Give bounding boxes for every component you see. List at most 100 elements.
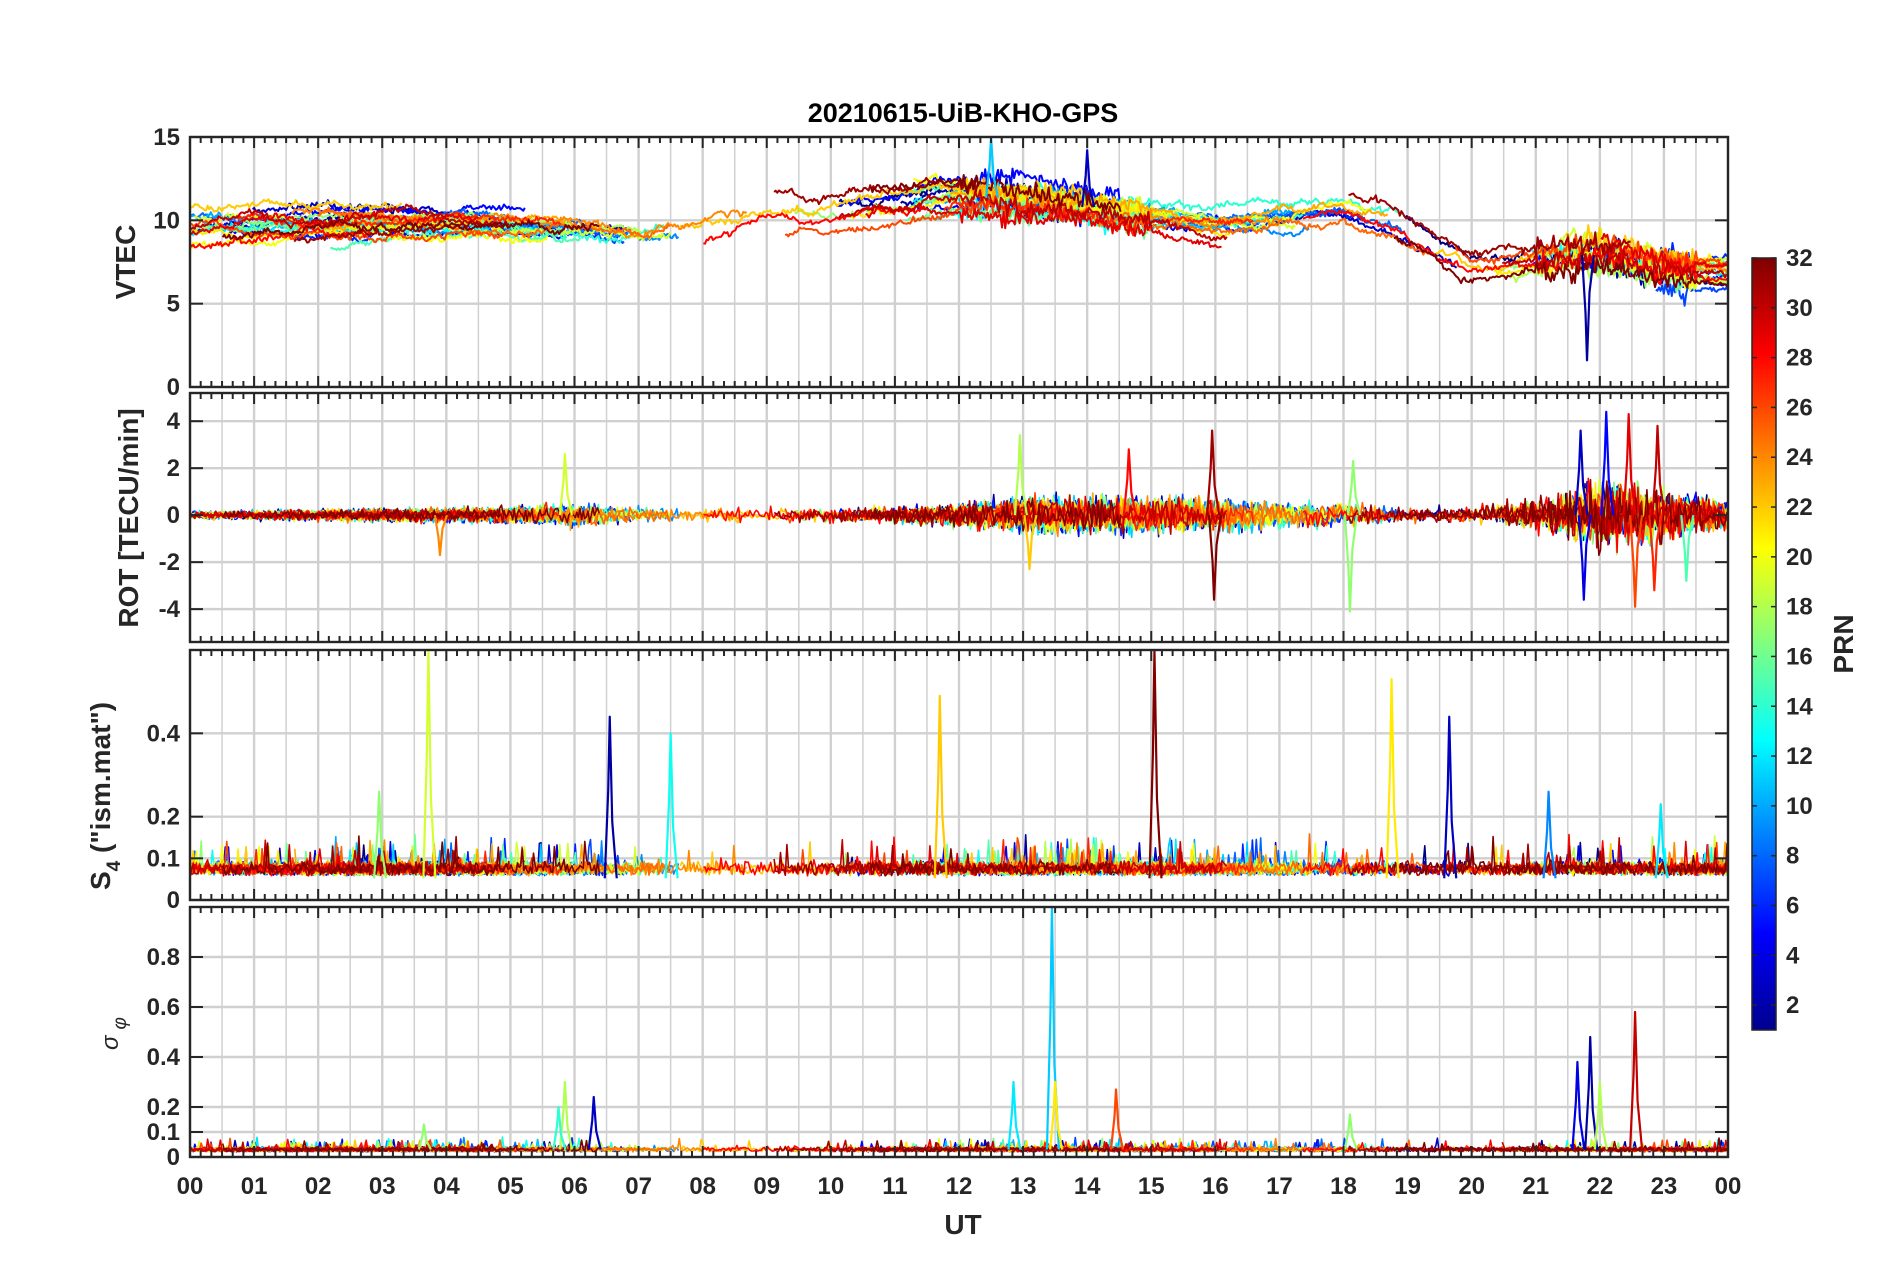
prn-22-trace	[189, 198, 403, 213]
x-tick-label: 22	[1586, 1173, 1613, 1200]
x-tick-label: 05	[497, 1173, 524, 1200]
prn-29-trace	[1600, 233, 1728, 273]
spike-prn-27	[1648, 514, 1663, 592]
prn-29-trace	[865, 204, 1222, 249]
prn-28-trace	[703, 505, 927, 525]
x-axis-label: UT	[944, 1209, 981, 1240]
x-tick-label: 01	[241, 1173, 268, 1200]
y-tick-label: 0.4	[147, 1044, 181, 1071]
colorbar-tick-label: 16	[1786, 643, 1813, 670]
spike-prn-17	[372, 790, 388, 879]
spike-prn-12	[1007, 1080, 1022, 1150]
colorbar-tick-label: 6	[1786, 892, 1799, 919]
y-tick-label: 0	[167, 374, 180, 401]
x-tick-label: 00	[177, 1173, 204, 1200]
prn-15-trace	[330, 229, 582, 251]
spike-prn-31	[1206, 429, 1221, 516]
y-tick-label: 0.4	[147, 720, 181, 747]
y-tick-label: 15	[153, 124, 180, 151]
spike-prn-4	[1577, 514, 1592, 601]
spike-prn-3	[587, 1095, 602, 1150]
x-tick-label: 10	[817, 1173, 844, 1200]
y-tick-label: 0.1	[147, 1119, 180, 1146]
prn-32-trace	[221, 504, 600, 524]
prn-31-trace	[773, 499, 979, 527]
spike-prn-3	[1081, 149, 1096, 208]
x-tick-label: 09	[753, 1173, 780, 1200]
spike-prn-9	[1542, 790, 1557, 879]
colorbar-tick-label: 22	[1786, 494, 1813, 521]
x-tick-label: 04	[433, 1173, 460, 1200]
x-tick-label: 15	[1138, 1173, 1165, 1200]
spike-prn-18	[558, 1080, 573, 1150]
prn-30-trace	[838, 838, 1228, 876]
colorbar-tick-label: 12	[1786, 743, 1813, 770]
prn-7-trace	[1655, 277, 1729, 307]
spike-prn-13	[664, 732, 679, 879]
x-tick-label: 23	[1651, 1173, 1678, 1200]
prn-32-trace	[1393, 235, 1728, 289]
colorbar-tick-label: 2	[1786, 992, 1799, 1019]
prn-31-trace	[293, 220, 510, 244]
colorbar-tick-label: 28	[1786, 345, 1813, 372]
x-tick-label: 18	[1330, 1173, 1357, 1200]
prn-32-trace	[1393, 480, 1728, 557]
sigma-y-ticks: 00.10.2 0.4 0.6 0.8	[147, 944, 181, 1171]
prn-32-trace	[221, 219, 600, 241]
x-tick-label: 13	[1010, 1173, 1037, 1200]
prn-32-trace	[1393, 1137, 1728, 1153]
vtec-y-label: VTEC	[110, 225, 141, 300]
colorbar-tick-label: 18	[1786, 594, 1813, 621]
s4-y-label: S4 ("ism.mat")	[85, 702, 125, 890]
spike-prn-19	[558, 452, 573, 516]
colorbar-gradient	[1751, 257, 1777, 1031]
colorbar-tick-label: 30	[1786, 295, 1813, 322]
x-tick-label: 06	[561, 1173, 588, 1200]
vtec-y-ticks: 0 5 10 15	[153, 124, 180, 401]
sigma-series	[189, 905, 1729, 1153]
colorbar-label: PRN	[1828, 614, 1859, 673]
colorbar-tick-label: 26	[1786, 394, 1813, 421]
y-tick-label: -2	[159, 549, 180, 576]
x-tick-label: 02	[305, 1173, 332, 1200]
x-tick-label: 20	[1458, 1173, 1485, 1200]
spike-prn-22	[1023, 514, 1038, 571]
colorbar-tick-label: 20	[1786, 544, 1813, 571]
spike-prn-30	[1628, 1010, 1644, 1150]
y-tick-label: 0	[167, 887, 180, 914]
x-tick-label: 16	[1202, 1173, 1229, 1200]
x-tick-label: 11	[882, 1173, 907, 1200]
spike-prn-2	[1584, 1035, 1599, 1150]
x-tick-labels: 00 01 02 03 04 05 06 07 08 09 10 11 12 13 14 15 16 17 18 19…	[177, 1173, 1742, 1200]
x-tick-label: 14	[1074, 1173, 1101, 1200]
spike-prn-3	[1443, 715, 1458, 879]
spike-prn-29	[1622, 413, 1637, 516]
prn-30-trace	[1502, 249, 1728, 281]
spike-prn-2	[1580, 254, 1596, 362]
prn-30-trace	[838, 189, 1228, 242]
panel-vtec: 0 5 10 15 VTEC	[110, 124, 1730, 401]
panel-s4: 0 0.1 0.2 0.4 S4 ("ism.mat")	[85, 648, 1730, 914]
prn-32-trace	[870, 1139, 1122, 1153]
spike-prn-21	[1049, 1080, 1064, 1150]
x-tick-label: 07	[625, 1173, 652, 1200]
x-tick-label: 03	[369, 1173, 396, 1200]
prn-32-trace	[1393, 835, 1728, 876]
spike-prn-2	[603, 715, 618, 879]
y-tick-label: 0.8	[147, 944, 180, 971]
spike-prn-26	[1109, 1088, 1125, 1150]
colorbar-tick-label: 8	[1786, 843, 1799, 870]
x-tick-label: 08	[689, 1173, 716, 1200]
prn-25-trace	[1117, 1139, 1430, 1153]
prn-28-trace	[702, 1142, 927, 1153]
rot-axes	[188, 391, 1730, 644]
rot-y-label: ROT [TECU/min]	[113, 408, 144, 627]
colorbar-tick-label: 10	[1786, 793, 1813, 820]
spike-prn-22	[933, 694, 948, 879]
x-tick-label: 17	[1266, 1173, 1293, 1200]
spike-prn-18	[1013, 434, 1028, 516]
colorbar-tick-label: 4	[1786, 942, 1800, 969]
spike-prn-30	[1651, 424, 1666, 516]
